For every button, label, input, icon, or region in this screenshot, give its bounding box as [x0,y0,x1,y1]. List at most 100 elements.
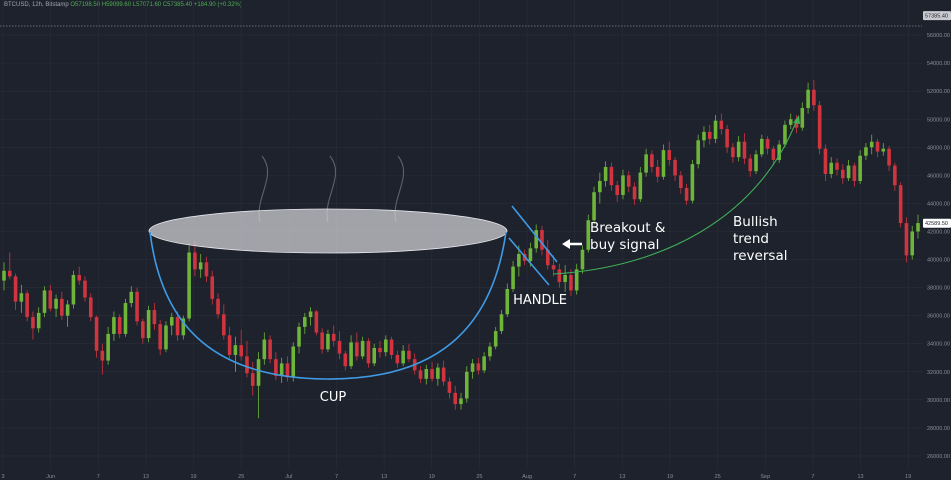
candle-body [384,339,388,353]
candle-body [303,317,307,327]
time-tick-label: Jul [285,474,292,480]
candle [725,124,729,153]
candle-body [667,150,672,160]
candle [441,360,446,386]
candle-body [349,342,353,367]
candle [164,321,168,353]
candle [898,182,903,228]
candle [632,182,637,205]
candle [904,217,909,263]
candle [760,134,764,158]
candle-body [123,303,128,334]
price-tick-label: 32000.00 [927,370,950,376]
candle-body [175,317,180,336]
candle-body [158,324,162,350]
price-tick-label: 38000.00 [927,286,950,292]
trend-arrow [552,121,797,275]
candle-body [517,253,521,267]
candle [222,304,226,340]
candle [83,276,87,302]
candle [112,311,116,341]
candle [464,366,469,403]
price-axis[interactable]: 26000.00 28000.00 30000.00 32000.00 34000.00… [923,11,951,460]
candle-body [453,392,458,405]
price-tick-label: 48000.00 [927,145,950,151]
candle-body [499,314,504,332]
price-tick-label: 44000.00 [927,201,950,207]
symbol-label[interactable]: BTCUSD, 12h, Bitstamp [4,2,69,8]
cup-rim [148,208,508,254]
candle-body [626,175,631,187]
price-tick-label: 56000.00 [927,33,950,39]
candle [916,214,920,239]
candle-body [638,172,643,200]
candle [274,352,278,381]
time-tick-label: Jun [46,474,55,480]
candle [846,159,851,181]
candle [470,359,475,379]
handle-label: HANDLE [513,293,567,308]
candle [754,150,758,174]
candle [407,343,411,362]
candle [829,157,834,179]
candle [42,286,47,318]
candle-body [528,248,533,261]
candle-body [245,356,249,374]
candle [204,256,209,282]
candle [418,366,423,384]
price-tick-label: 28000.00 [927,426,950,432]
candle [424,364,429,385]
trend-arrow-head-icon [793,115,800,124]
candle-body [2,270,6,281]
candle-body [615,185,619,196]
time-tick-label: 13 [381,474,387,480]
candle-body [297,326,301,347]
candle [696,134,700,169]
price-tick-label: 26000.00 [927,454,950,460]
candle [77,266,81,285]
candle [384,335,388,357]
candle-body [222,314,226,336]
candle-body [320,332,324,350]
time-axis[interactable]: 3 Jun 7 13 19 25 Jul 7 13 19 25 Aug 7 13 19 25 Sep 7 13 19 [1,474,911,480]
candle [748,154,753,177]
candle-body [164,325,168,350]
candle-body [100,350,105,361]
candle [777,140,781,163]
candle-body [279,363,284,376]
candle-body [112,317,116,334]
candle [71,270,76,309]
candle-body [71,274,76,305]
candle [783,120,787,148]
candle [100,343,105,375]
candle [615,180,619,203]
candle-body [274,359,278,376]
candle-body [632,186,637,200]
candle [453,385,458,410]
candle-body [598,180,602,193]
candle-body [331,333,336,341]
time-tick-label: 19 [905,474,911,480]
price-tick-label: 34000.00 [927,342,950,348]
open-value: O57198.50 [70,2,101,8]
candle [841,164,845,184]
candle-body [366,340,371,364]
candle [817,101,822,155]
high-value: H59099.60 [101,2,132,8]
candle-body [106,333,110,361]
candle-body [42,290,47,313]
candle [378,340,382,358]
price-tick-label: 52000.00 [927,89,950,95]
candle-body [60,298,64,316]
cup-label: CUP [320,390,347,405]
candle [256,352,261,419]
candle-body [771,148,776,160]
candle [835,158,839,176]
candle-body [910,231,915,256]
candle [707,124,712,145]
candle [88,293,93,322]
time-tick-label: 19 [667,474,673,480]
candle [679,171,683,194]
candle-body [898,185,903,224]
